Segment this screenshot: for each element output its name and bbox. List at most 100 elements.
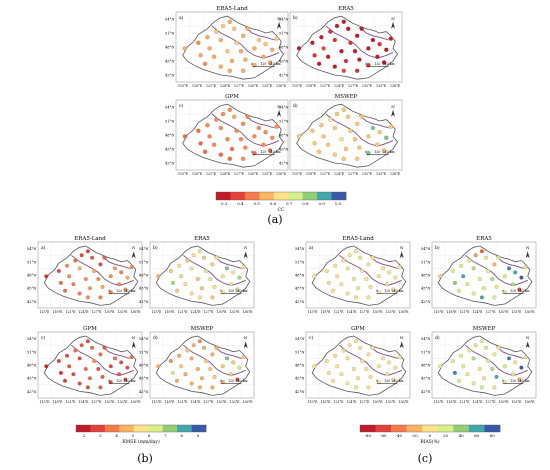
- lat-tick-label: 54°N: [139, 247, 149, 251]
- station-point: [129, 265, 134, 270]
- station-point: [467, 348, 472, 353]
- station-point: [102, 345, 107, 350]
- river-line: [245, 27, 275, 41]
- region-boundary: [311, 245, 407, 306]
- north-arrow-icon: [391, 21, 396, 29]
- scale-label: 120: [228, 289, 234, 293]
- region-boundary: [296, 103, 398, 168]
- map-panel-era5-land-rmse: ERA5-Land a) N 0 120 240 km 54°N 51°N 48°N 45°N 42…: [27, 236, 143, 314]
- lat-tick-label: 51°N: [279, 120, 289, 124]
- lon-tick-label: 133°E: [511, 400, 522, 404]
- station-point: [218, 37, 223, 43]
- colorbar-segment: [406, 425, 423, 432]
- lon-tick-label: 127°E: [91, 310, 102, 314]
- lon-tick-label: 115°E: [151, 400, 162, 404]
- station-point: [175, 378, 179, 383]
- station-point: [274, 124, 279, 129]
- scale-label: 0: [251, 150, 253, 154]
- station-point: [214, 345, 219, 350]
- station-point: [245, 114, 250, 119]
- lon-tick-label: 130°E: [104, 400, 115, 404]
- station-point: [67, 364, 72, 369]
- colorbar-tick-label: 5: [132, 433, 135, 438]
- panel-title: ERA5: [194, 236, 210, 242]
- lat-tick-label: 45°N: [295, 377, 305, 381]
- lon-tick-label: 130°E: [362, 84, 373, 88]
- river-line: [496, 256, 524, 269]
- station-point: [65, 263, 70, 268]
- north-arrow-icon: [243, 251, 248, 259]
- station-point: [238, 137, 244, 142]
- station-point: [348, 40, 353, 45]
- colorbar-tick-label: 60: [474, 433, 480, 438]
- station-point: [335, 364, 340, 369]
- station-point: [113, 266, 117, 271]
- station-point: [225, 266, 229, 271]
- lat-tick-label: 48°N: [279, 134, 289, 138]
- lon-tick-label: 127°E: [485, 400, 496, 404]
- region-boundary: [437, 245, 533, 306]
- colorbar-segment: [177, 425, 192, 432]
- station-point: [191, 253, 196, 258]
- lon-tick-label: 115°E: [151, 310, 162, 314]
- station-point: [197, 385, 202, 390]
- station-point: [92, 359, 97, 363]
- north-arrow-icon: [525, 251, 530, 259]
- station-point: [348, 128, 353, 133]
- colorbar-tick-label: 0.5: [253, 201, 260, 206]
- lon-tick-label: 130°E: [248, 84, 259, 88]
- lon-tick-label: 133°E: [262, 172, 273, 176]
- river-line: [71, 254, 134, 287]
- station-point: [214, 117, 219, 122]
- station-point: [356, 286, 360, 291]
- station-point: [220, 380, 225, 385]
- station-point: [473, 343, 478, 348]
- station-point: [479, 339, 484, 344]
- station-point: [108, 290, 113, 295]
- station-point: [341, 68, 346, 73]
- lon-tick-label: 121°E: [459, 400, 470, 404]
- scale-label: 0: [376, 289, 378, 293]
- colorbar-label: BIAS(%): [420, 438, 439, 445]
- station-point: [205, 35, 210, 40]
- station-point: [267, 60, 273, 65]
- station-point: [494, 284, 499, 289]
- lon-tick-label: 118°E: [306, 172, 317, 176]
- lat-tick-label: 45°N: [279, 60, 289, 64]
- station-point: [98, 352, 103, 357]
- panel-title: MSWEP: [335, 94, 358, 100]
- lon-tick-label: 115°E: [39, 310, 50, 314]
- station-point: [220, 23, 226, 29]
- station-point: [245, 26, 250, 31]
- station-point: [377, 42, 382, 47]
- lon-tick-label: 118°E: [320, 310, 331, 314]
- station-point: [263, 42, 268, 47]
- station-point: [388, 124, 393, 129]
- lon-tick-label: 115°E: [307, 310, 318, 314]
- lon-tick-label: 115°E: [178, 172, 189, 176]
- station-point: [267, 148, 273, 153]
- river-line: [359, 115, 389, 129]
- lon-tick-label: 115°E: [433, 310, 444, 314]
- lat-tick-label: 48°N: [279, 46, 289, 50]
- station-point: [486, 269, 491, 273]
- lat-tick-label: 48°N: [165, 134, 175, 138]
- station-point: [88, 376, 92, 381]
- station-point: [227, 19, 232, 24]
- panel-title: GPM: [83, 326, 97, 332]
- station-point: [252, 134, 257, 139]
- station-point: [333, 353, 338, 358]
- region-boundary: [155, 245, 251, 306]
- lat-tick-label: 45°N: [421, 287, 431, 291]
- scale-label: 240 km: [391, 379, 403, 383]
- scale-label: 120: [510, 289, 516, 293]
- lat-tick-label: 45°N: [139, 287, 149, 291]
- lon-tick-label: 124°E: [190, 310, 201, 314]
- station-point: [359, 26, 364, 31]
- lon-tick-label: 130°E: [216, 310, 227, 314]
- map-panel-era5-land-bias: ERA5-Land a) N 0 120 240 km 54°N 51°N 48°N 45°N 42…: [295, 236, 411, 314]
- lon-tick-label: 136°E: [130, 400, 141, 404]
- lon-tick-label: 115°E: [292, 84, 303, 88]
- map-panel-era5-land-cc: ERA5-Land a) N 0 120 240 km 54°N 51°N 48°N 45°N 42…: [165, 6, 289, 88]
- lon-tick-label: 127°E: [359, 400, 370, 404]
